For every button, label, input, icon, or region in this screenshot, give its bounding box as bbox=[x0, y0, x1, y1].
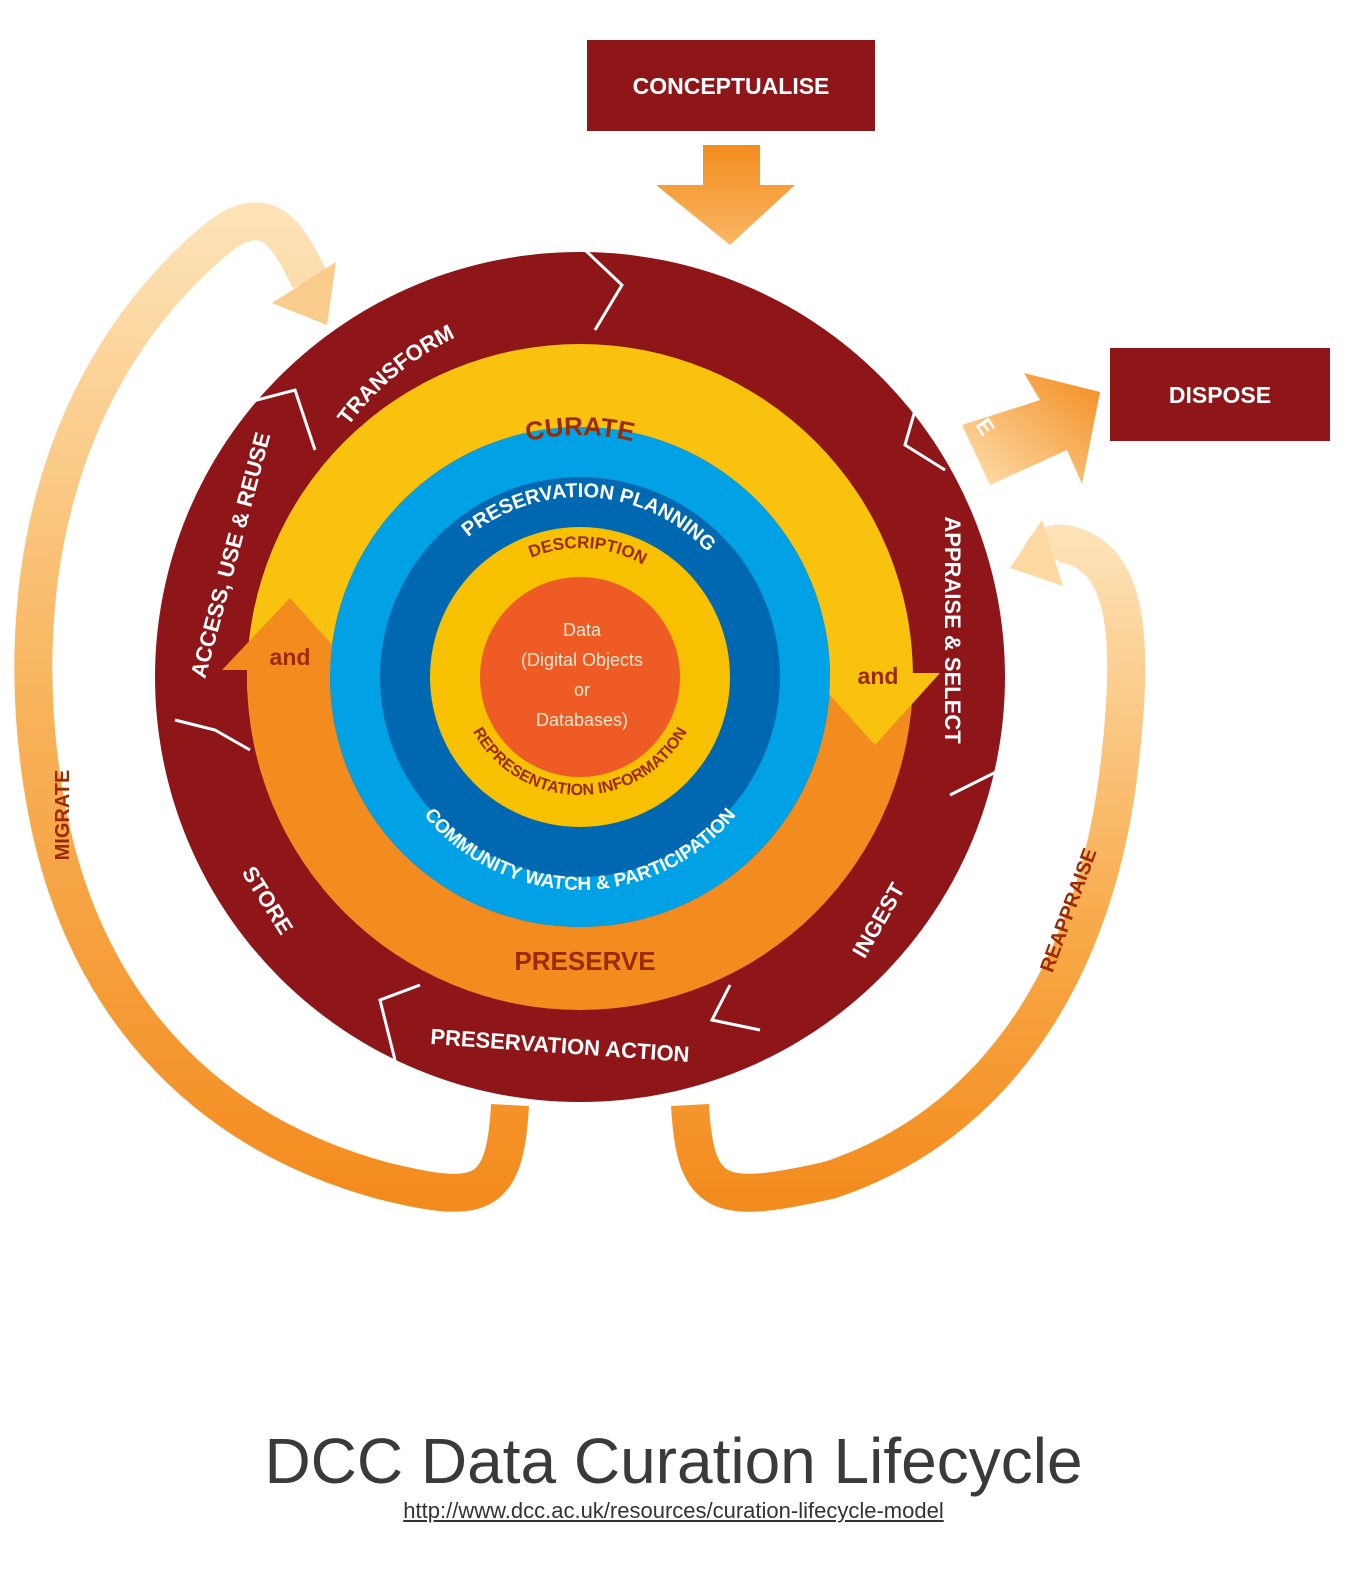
conceptualise-label: CONCEPTUALISE bbox=[633, 73, 830, 99]
dispose-box-bg bbox=[1110, 348, 1330, 441]
dispose-box: DISPOSE bbox=[1110, 348, 1330, 441]
migrate-label: MIGRATE bbox=[52, 770, 74, 861]
conceptualise-box-bg bbox=[587, 40, 875, 131]
curate-preserve-ring bbox=[222, 344, 940, 1010]
caption-title: DCC Data Curation Lifecycle bbox=[264, 1425, 1083, 1497]
core-line-1: Data bbox=[563, 620, 602, 640]
and-arrow-right bbox=[810, 660, 940, 745]
preserve-label: PRESERVE bbox=[514, 946, 655, 976]
conceptualise-down-arrow bbox=[656, 145, 795, 245]
data-core-text: Data (Digital Objects or Databases) bbox=[521, 620, 643, 730]
preserve-ring-half bbox=[247, 677, 913, 1010]
data-core bbox=[480, 577, 680, 777]
and-label-left: and bbox=[270, 644, 311, 670]
core-line-2: (Digital Objects bbox=[521, 650, 643, 670]
appraise-select-label: APPRAISE & SELECT bbox=[940, 516, 965, 744]
and-arrow-left bbox=[222, 598, 355, 690]
caption: DCC Data Curation Lifecycle http://www.d… bbox=[0, 1425, 1347, 1525]
core-line-4: Databases) bbox=[536, 710, 628, 730]
dispose-label: DISPOSE bbox=[1169, 382, 1271, 408]
conceptualise-box: CONCEPTUALISE bbox=[587, 40, 875, 131]
dispose-arrow bbox=[962, 373, 1100, 485]
migrate-arrow bbox=[14, 202, 529, 1212]
curate-ring-half bbox=[247, 344, 913, 677]
caption-url-link[interactable]: http://www.dcc.ac.uk/resources/curation-… bbox=[403, 1498, 944, 1523]
outer-ring-dividers bbox=[174, 248, 1002, 1061]
and-label-right: and bbox=[858, 663, 899, 689]
reappraise-arrow bbox=[671, 520, 1146, 1212]
core-line-3: or bbox=[574, 680, 590, 700]
